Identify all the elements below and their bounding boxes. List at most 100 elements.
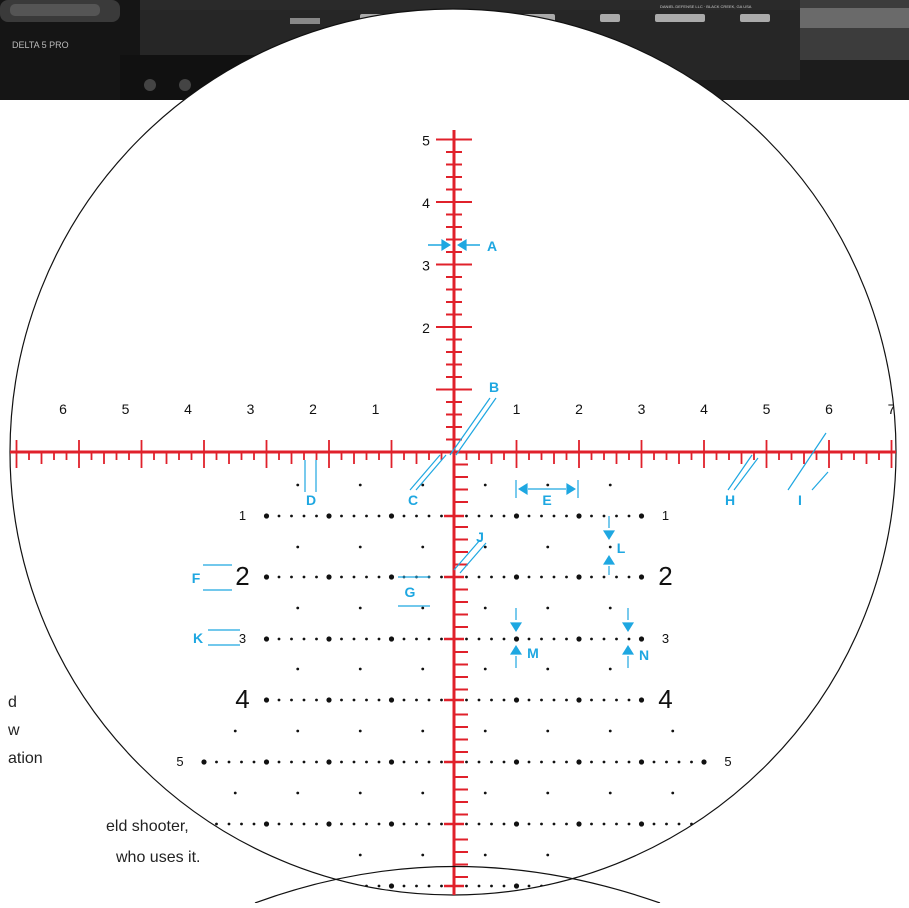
- holdover-row-7-dot: [576, 883, 582, 889]
- holdover-row-2-dot: [340, 575, 343, 579]
- holdover-row-2-dot: [527, 575, 531, 579]
- half-row-dot: [608, 606, 612, 610]
- holdover-row-1-dot: [427, 514, 431, 518]
- holdover-row-4-dot: [615, 698, 618, 702]
- holdover-row-4-dot: [513, 697, 520, 703]
- holdover-row-1-dot: [615, 514, 618, 518]
- holdover-row-4-dot: [552, 698, 556, 702]
- holdover-row-1-dot: [527, 514, 531, 518]
- holdover-row-5-dot: [638, 759, 645, 765]
- half-row-dot: [546, 667, 550, 671]
- holdover-row-3-dot: [615, 637, 618, 641]
- holdover-row-4-dot: [427, 698, 431, 702]
- holdover-row-3-dot: [602, 637, 606, 641]
- holdover-row-5-dot: [326, 759, 332, 765]
- holdover-row-2-dot: [302, 575, 306, 579]
- half-row-dot: [546, 483, 550, 487]
- holdover-row-4-dot: [377, 698, 381, 702]
- half-row-dot: [358, 729, 362, 733]
- holdover-row-2-dot: [388, 574, 395, 580]
- bg-text-line1: d: [8, 694, 17, 711]
- holdover-row-5-dot: [513, 759, 520, 765]
- row-right-label-5: 5: [724, 754, 731, 769]
- callout-h-line-1: [727, 454, 753, 491]
- callout-j-label: J: [476, 529, 484, 545]
- holdover-row-4-dot: [290, 698, 293, 702]
- bg-text-line4: eld shooter,: [106, 818, 189, 835]
- horizontal-left-label-5: 5: [122, 401, 130, 417]
- model-label: DELTA 5 PRO: [12, 40, 69, 50]
- callout-m-arrow-top: [510, 622, 522, 632]
- holdover-row-3-dot: [540, 637, 543, 641]
- holdover-row-6-dot: [690, 822, 693, 826]
- holdover-row-2-dot: [513, 574, 520, 580]
- holdover-row-1-dot: [388, 513, 395, 519]
- holdover-row-4-dot: [402, 698, 406, 702]
- holdover-row-4-dot: [465, 698, 468, 702]
- holdover-row-7-dot: [477, 884, 481, 888]
- holdover-row-1-dot: [302, 514, 306, 518]
- horizontal-right-label-5: 5: [763, 401, 771, 417]
- half-row-dot: [546, 729, 550, 733]
- callout-j-line-1: [453, 539, 481, 571]
- row-left-label-5: 5: [176, 754, 183, 769]
- holdover-row-3-dot: [440, 637, 443, 641]
- holdover-row-5-dot: [402, 760, 406, 764]
- half-row-dot: [546, 791, 550, 795]
- holdover-row-5-dot: [277, 760, 281, 764]
- holdover-row-2-dot: [638, 574, 645, 580]
- holdover-row-2-dot: [365, 575, 368, 579]
- holdover-row-4-dot: [490, 698, 493, 702]
- holdover-row-6-dot: [290, 822, 293, 826]
- holdover-row-6-dot: [340, 822, 343, 826]
- callout-e-arrow-left: [518, 483, 528, 495]
- half-row-dot: [483, 545, 487, 549]
- holdover-row-6-dot: [465, 822, 468, 826]
- half-row-dot: [296, 791, 300, 795]
- holdover-row-6-dot: [590, 822, 593, 826]
- holdover-row-3-dot: [590, 637, 593, 641]
- holdover-row-3-dot: [352, 637, 356, 641]
- holdover-row-5-dot: [615, 760, 618, 764]
- holdover-row-1-dot: [638, 513, 645, 519]
- holdover-row-3-dot: [527, 637, 531, 641]
- holdover-row-7-dot: [465, 884, 468, 888]
- holdover-row-4-dot: [302, 698, 306, 702]
- holdover-row-6-dot: [315, 822, 318, 826]
- horizontal-left-label-1: 1: [372, 401, 380, 417]
- holdover-row-1-dot: [352, 514, 356, 518]
- holdover-row-6-dot: [326, 821, 332, 827]
- holdover-row-1-dot: [576, 513, 582, 519]
- callout-i-line-2: [811, 471, 829, 491]
- holdover-row-4-dot: [627, 698, 631, 702]
- row-right-label-4: 4: [658, 684, 672, 714]
- holdover-row-6-dot: [638, 821, 645, 827]
- holdover-row-5-dot: [565, 760, 568, 764]
- holdover-row-4-dot: [477, 698, 481, 702]
- holdover-row-1-dot: [477, 514, 481, 518]
- holdover-row-6-dot: [565, 822, 568, 826]
- holdover-row-5-dot: [527, 760, 531, 764]
- half-row-dot: [233, 729, 237, 733]
- holdover-row-1-dot: [627, 514, 631, 518]
- holdover-row-6-dot: [665, 822, 668, 826]
- holdover-row-1-dot: [340, 514, 343, 518]
- half-row-dot: [358, 483, 362, 487]
- holdover-row-5-dot: [315, 760, 318, 764]
- holdover-row-7-dot: [565, 884, 568, 888]
- bg-text-line3: ation: [8, 750, 43, 767]
- holdover-row-5-dot: [477, 760, 481, 764]
- holdover-row-6-dot: [252, 822, 256, 826]
- holdover-row-3-dot: [477, 637, 481, 641]
- holdover-row-6-dot: [415, 822, 418, 826]
- holdover-row-6-dot: [502, 822, 506, 826]
- holdover-row-3-dot: [302, 637, 306, 641]
- holdover-row-5-dot: [627, 760, 631, 764]
- holdover-row-7-dot: [552, 884, 556, 888]
- callout-l-arrow-bottom: [603, 555, 615, 565]
- holdover-row-6-dot: [477, 822, 481, 826]
- holdover-row-1-dot: [415, 514, 418, 518]
- holdover-row-2-dot: [290, 575, 293, 579]
- callout-d-label: D: [306, 492, 316, 508]
